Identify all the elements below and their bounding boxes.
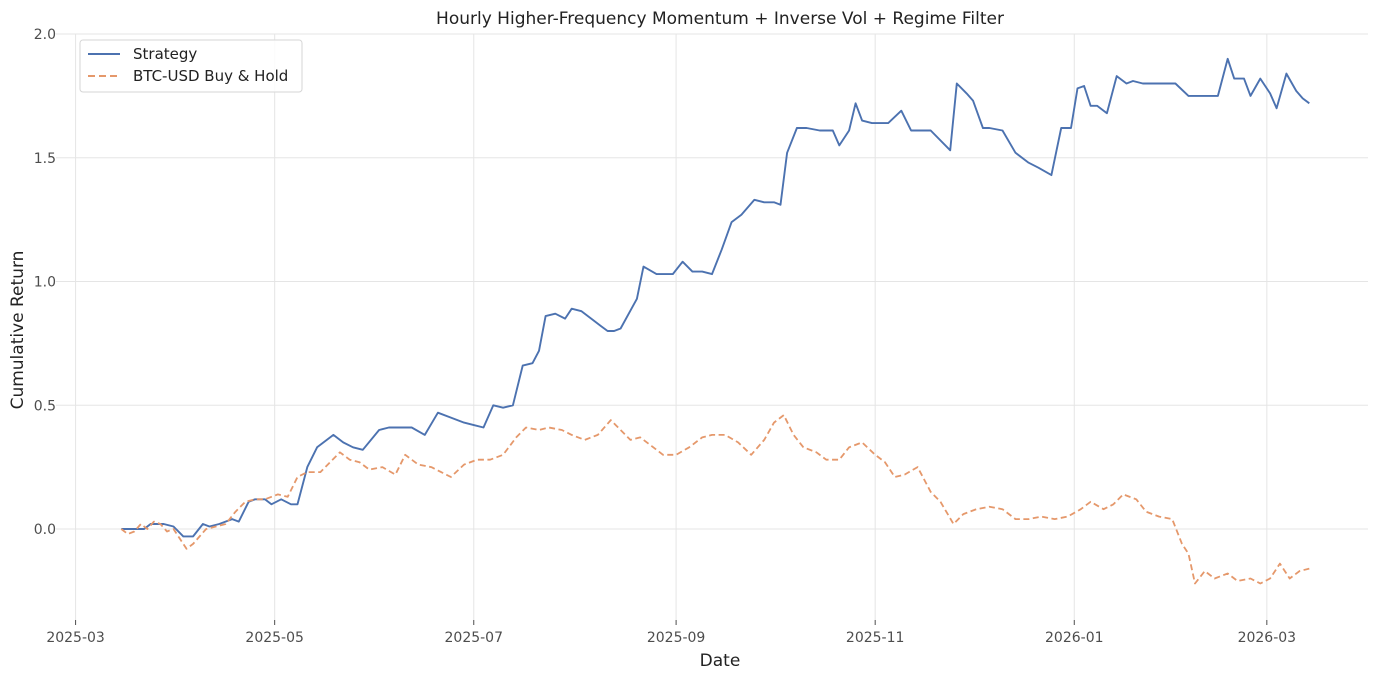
series-line-btc-buy-hold: [120, 414, 1310, 585]
series-line-strategy: [121, 57, 1310, 538]
x-tick-label: 2025-11: [846, 630, 905, 646]
legend-label-btc-buy-hold: BTC-USD Buy & Hold: [133, 67, 288, 85]
legend-label-strategy: Strategy: [133, 45, 197, 63]
x-axis-label: Date: [700, 651, 741, 671]
x-tick-label: 2026-03: [1238, 630, 1297, 646]
y-tick-label: 0.5: [34, 398, 56, 414]
y-tick-label: 1.5: [34, 151, 56, 167]
x-tick-label: 2026-01: [1045, 630, 1104, 646]
chart-title: Hourly Higher-Frequency Momentum + Inver…: [436, 9, 1004, 29]
legend: Strategy BTC-USD Buy & Hold: [79, 39, 303, 93]
x-tick-label: 2025-05: [245, 630, 304, 646]
grid: [56, 33, 1368, 620]
y-tick-label: 2.0: [34, 27, 56, 43]
x-axis-ticks: 2025-03 2025-05 2025-07 2025-09 2025-11 2026-…: [46, 620, 1296, 646]
legend-box: [79, 39, 303, 93]
x-tick-label: 2025-07: [445, 630, 504, 646]
x-tick-label: 2025-03: [46, 630, 105, 646]
y-axis-label: Cumulative Return: [8, 251, 28, 410]
y-tick-label: 1.0: [34, 275, 56, 291]
x-tick-label: 2025-09: [647, 630, 706, 646]
y-axis-ticks: 0.0 0.5 1.0 1.5 2.0: [34, 27, 56, 538]
series-layer: [120, 57, 1310, 585]
y-tick-label: 0.0: [34, 522, 56, 538]
